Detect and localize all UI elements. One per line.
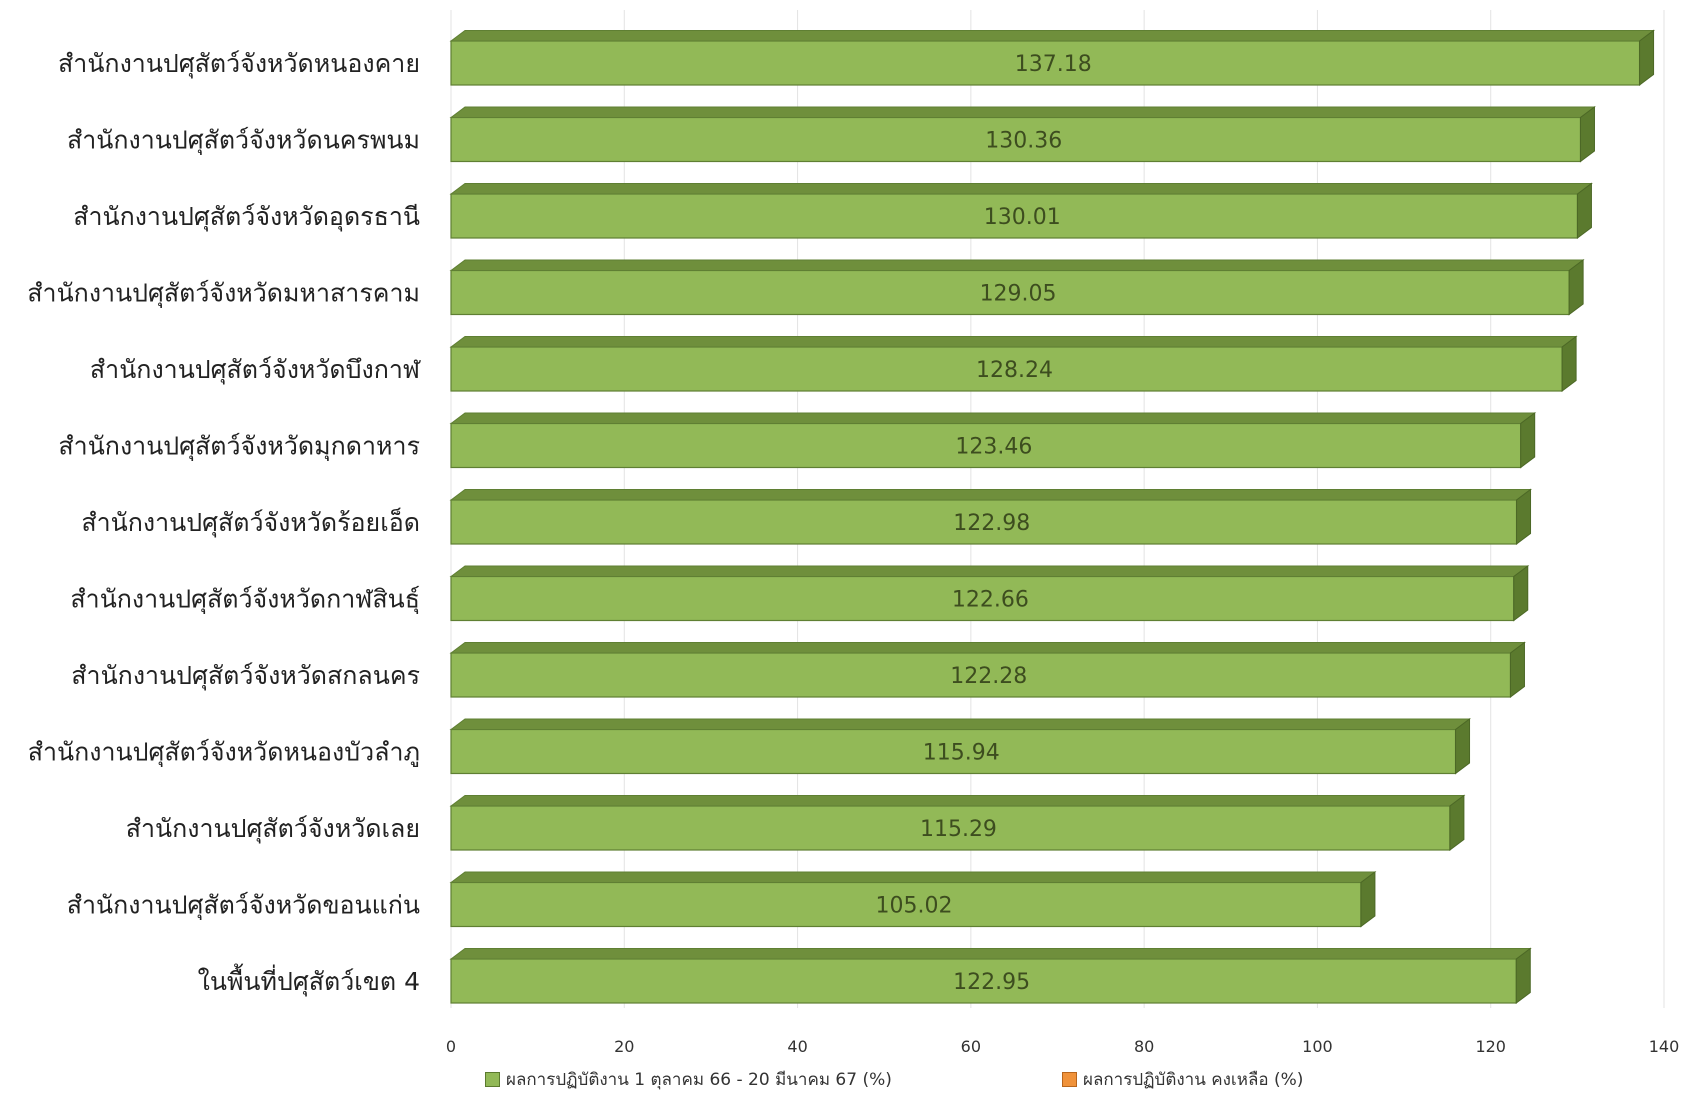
legend-item-remaining: ผลการปฏิบัติงาน คงเหลือ (%) <box>1062 1066 1303 1092</box>
bar-side-face <box>1360 871 1376 928</box>
legend-label-remaining: ผลการปฏิบัติงาน คงเหลือ (%) <box>1083 1069 1304 1090</box>
bar-side-face <box>1516 488 1532 545</box>
x-tick-label: 100 <box>1302 1037 1333 1056</box>
x-tick-label: 120 <box>1475 1037 1506 1056</box>
category-label: สำนักงานปศุสัตว์จังหวัดขอนแก่น <box>67 891 420 921</box>
category-label: สำนักงานปศุสัตว์จังหวัดกาฬสินธุ์ <box>70 585 420 615</box>
value-label: 122.28 <box>950 664 1027 689</box>
bar <box>450 652 1512 698</box>
value-label: 123.46 <box>955 435 1032 460</box>
bars: 137.18 130.36 130.01 129.05 128.24 123.46 122.… <box>449 29 1656 1004</box>
value-label: 115.29 <box>920 817 997 842</box>
value-label: 130.01 <box>984 205 1061 230</box>
bar <box>450 116 1582 163</box>
category-label: สำนักงานปศุสัตว์จังหวัดร้อยเอ็ด <box>81 507 420 538</box>
bar-top-face <box>449 412 1537 424</box>
bar-group: 115.29 <box>449 794 1466 851</box>
x-tick-label: 40 <box>787 1037 807 1056</box>
bar-side-face <box>1513 565 1529 622</box>
bar-group: 122.28 <box>449 641 1526 698</box>
value-label: 122.95 <box>953 970 1030 995</box>
value-label: 128.24 <box>976 358 1053 383</box>
bar-side-face <box>1509 641 1525 698</box>
x-tick-label: 20 <box>614 1037 634 1056</box>
bar-side-face <box>1449 794 1465 851</box>
value-label: 137.18 <box>1015 52 1092 77</box>
bar-group: 123.46 <box>449 412 1537 469</box>
category-label: สำนักงานปศุสัตว์จังหวัดเลย <box>126 814 420 844</box>
bar-side-face <box>1455 718 1471 775</box>
legend-swatch-orange <box>1062 1071 1077 1087</box>
bar-side-face <box>1520 412 1536 469</box>
bar-top-face <box>449 718 1472 730</box>
bar-group: 128.24 <box>449 335 1578 392</box>
bar <box>450 269 1570 316</box>
value-label: 129.05 <box>980 282 1057 307</box>
category-label: สำนักงานปศุสัตว์จังหวัดบึงกาฬ <box>90 355 421 385</box>
category-label: สำนักงานปศุสัตว์จังหวัดหนองบัวลำภู <box>28 738 420 768</box>
x-tick-label: 140 <box>1649 1037 1680 1056</box>
bar-top-face <box>449 795 1466 807</box>
bar-group: 130.01 <box>449 182 1593 239</box>
bar-side-face <box>1568 259 1584 316</box>
bar <box>450 40 1641 86</box>
bar <box>450 575 1515 622</box>
category-label: สำนักงานปศุสัตว์จังหวัดสกลนคร <box>71 661 420 691</box>
bar-top-face <box>449 30 1656 42</box>
bar <box>450 881 1362 928</box>
bar-group: 130.36 <box>449 106 1596 163</box>
value-label: 130.36 <box>985 129 1062 154</box>
bar-group: 115.94 <box>449 718 1472 775</box>
category-labels: สำนักงานปศุสัตว์จังหวัดหนองคายสำนักงานปศ… <box>27 49 421 997</box>
category-label: ในพื้นที่ปศุสัตว์เขต 4 <box>198 963 420 997</box>
bar-top-face <box>449 565 1530 577</box>
bar-top-face <box>449 642 1526 654</box>
x-tick-label: 60 <box>961 1037 981 1056</box>
bar-side-face <box>1576 182 1592 239</box>
value-label: 105.02 <box>875 894 952 919</box>
category-label: สำนักงานปศุสัตว์จังหวัดอุดรธานี <box>73 202 420 232</box>
bar-side-face <box>1561 335 1577 392</box>
bar-group: 105.02 <box>449 871 1377 928</box>
x-tick-label: 80 <box>1134 1037 1154 1056</box>
bar-top-face <box>449 259 1585 271</box>
x-axis-tick-labels: 0 20 40 60 80 100 120 140 <box>446 1037 1679 1056</box>
bar-top-face <box>449 871 1377 883</box>
category-label: สำนักงานปศุสัตว์จังหวัดนครพนม <box>67 126 420 156</box>
legend-label-completed: ผลการปฏิบัติงาน 1 ตุลาคม 66 - 20 มีนาคม … <box>506 1069 892 1090</box>
bar-side-face <box>1579 106 1595 163</box>
legend-swatch-green <box>485 1071 500 1087</box>
bar <box>450 805 1451 851</box>
bar-group: 122.95 <box>449 947 1532 1004</box>
category-label: สำนักงานปศุสัตว์จังหวัดมุกดาหาร <box>58 432 420 462</box>
bar <box>450 346 1563 392</box>
bar-side-face <box>1515 947 1531 1004</box>
bar-group: 137.18 <box>449 29 1656 86</box>
category-label: สำนักงานปศุสัตว์จังหวัดหนองคาย <box>58 49 420 79</box>
bar-group: 129.05 <box>449 259 1585 316</box>
bar <box>450 193 1579 239</box>
x-tick-label: 0 <box>446 1037 456 1056</box>
bar-top-face <box>449 948 1532 960</box>
bar-side-face <box>1639 29 1655 86</box>
value-label: 122.98 <box>953 511 1030 536</box>
bar-group: 122.66 <box>449 565 1530 622</box>
bar-top-face <box>449 183 1593 195</box>
bar-group: 122.98 <box>449 488 1533 545</box>
value-label: 115.94 <box>923 741 1000 766</box>
bar <box>450 499 1518 545</box>
legend-item-completed: ผลการปฏิบัติงาน 1 ตุลาคม 66 - 20 มีนาคม … <box>485 1066 892 1092</box>
value-label: 122.66 <box>952 588 1029 613</box>
bar-top-face <box>449 336 1578 348</box>
bar-top-face <box>449 106 1596 118</box>
category-label: สำนักงานปศุสัตว์จังหวัดมหาสารคาม <box>27 279 420 309</box>
bar-top-face <box>449 489 1533 501</box>
